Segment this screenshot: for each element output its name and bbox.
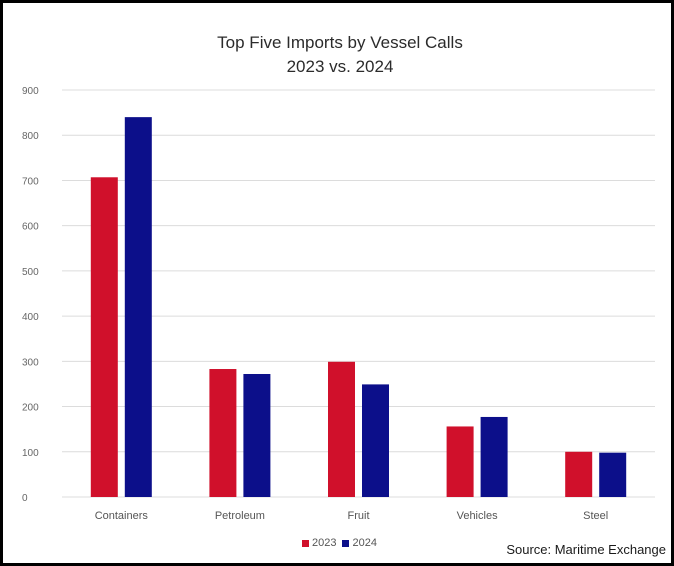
x-tick-label: Vehicles: [457, 510, 498, 522]
bar-2024-vehicles: [480, 416, 508, 497]
y-tick-label: 600: [22, 222, 39, 233]
bar-2024-containers: [124, 117, 152, 497]
chart-subtitle: 2023 vs. 2024: [286, 57, 394, 76]
x-tick-label: Steel: [583, 510, 608, 522]
legend-item-2023: 2023: [302, 537, 336, 549]
y-tick-label: 100: [22, 448, 39, 459]
bar-2024-petroleum: [243, 373, 271, 497]
legend-swatch-2023: [302, 539, 309, 547]
y-tick-label: 200: [22, 403, 39, 414]
bar-2023-petroleum: [209, 369, 237, 497]
x-tick-label: Containers: [95, 510, 149, 522]
y-tick-label: 0: [22, 493, 28, 504]
x-tick-label: Petroleum: [215, 510, 265, 522]
bar-2023-vehicles: [446, 426, 474, 497]
bar-2023-fruit: [328, 361, 355, 497]
legend-item-2024: 2024: [342, 537, 377, 549]
bar-2023-steel: [565, 451, 593, 497]
bar-2023-containers: [90, 177, 118, 498]
y-tick-label: 400: [22, 312, 39, 323]
y-tick-label: 800: [22, 131, 39, 142]
legend-label-2023: 2023: [312, 537, 337, 549]
legend-label-2024: 2024: [352, 537, 377, 549]
x-tick-label: Fruit: [348, 510, 370, 522]
legend-swatch-2024: [342, 539, 350, 547]
chart-legend: 2023 2024: [302, 537, 377, 549]
bar-2024-steel: [599, 452, 627, 497]
y-tick-label: 900: [22, 86, 39, 97]
source-note: Source: Maritime Exchange: [506, 542, 666, 557]
y-tick-label: 500: [22, 267, 39, 278]
bar-2024-fruit: [362, 384, 389, 497]
chart-title: Top Five Imports by Vessel Calls: [217, 33, 463, 52]
y-tick-label: 700: [22, 176, 39, 187]
y-tick-label: 300: [22, 357, 39, 368]
